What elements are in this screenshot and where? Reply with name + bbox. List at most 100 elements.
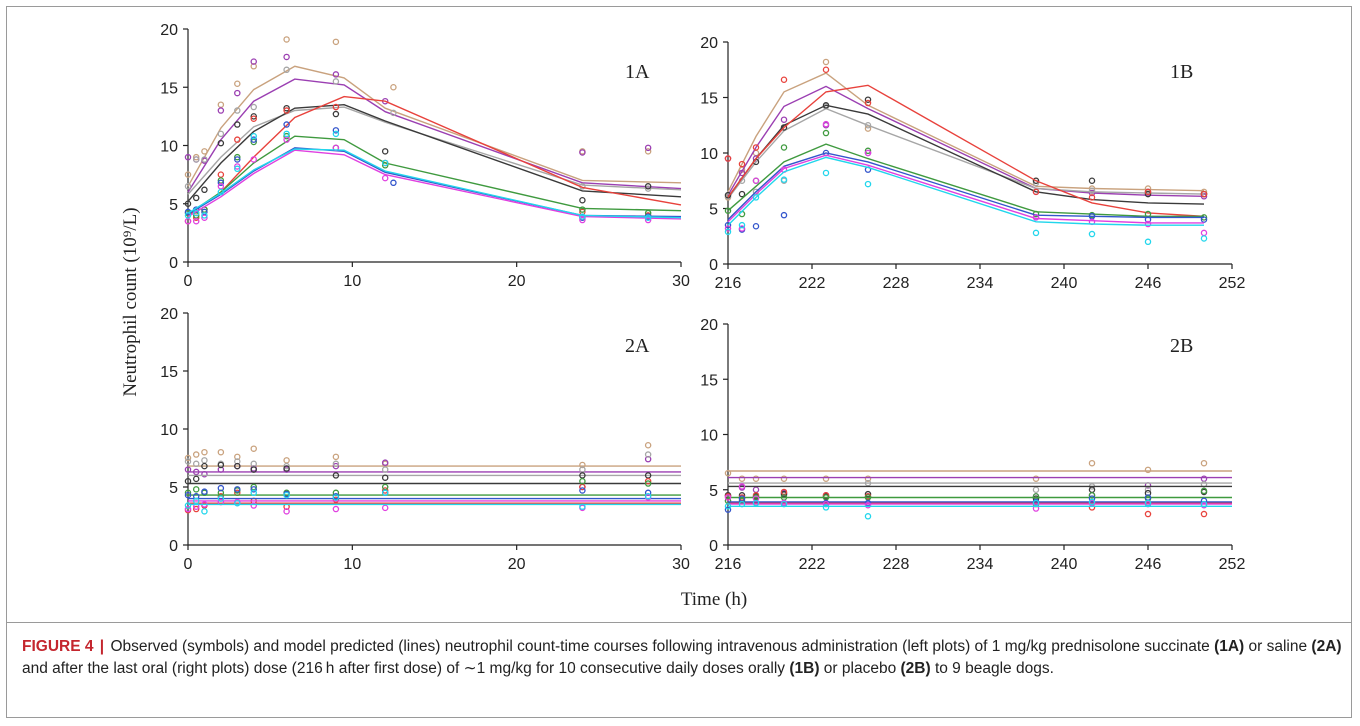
observed-point-black [738,190,746,198]
observed-point-black [332,472,340,479]
observed-point-black [381,474,389,481]
observed-point-cyan [250,489,257,497]
y-tick-label: 10 [700,146,718,163]
observed-point-tan [217,101,225,108]
y-tick-label: 15 [160,80,178,97]
observed-point-magenta [738,225,746,232]
observed-point-silver [644,185,652,192]
observed-point-cyan [822,169,830,177]
observed-point-magenta [184,505,192,513]
observed-point-black [250,466,257,473]
panel-2a: 0 10 20 30 0 5 10 15 20 2A [160,306,690,573]
model-line-silver [187,106,682,195]
model-line-purple [727,85,1205,197]
observed-point-cyan [644,493,652,500]
observed-point-cyan [381,159,389,167]
observed-point-black [217,461,225,469]
caption-ref-2b: (2B) [900,659,931,677]
observed-point-cyan [780,500,788,508]
observed-point-blue [283,121,290,128]
observed-point-cyan [752,499,760,507]
observed-point-red [192,505,200,513]
observed-point-blue [250,136,257,143]
observed-point-red [1088,194,1096,201]
observed-point-cyan [184,212,192,219]
observed-point-tan [390,84,397,91]
x-tick-label: 0 [184,273,193,290]
observed-point-blue [217,484,225,492]
observed-point-silver [864,122,872,129]
y-tick-label: 20 [700,317,718,334]
x-tick-label: 234 [967,275,994,292]
observed-point-green [381,162,389,169]
observed-point-green [192,486,200,493]
observed-point-red [738,160,746,168]
model-line-red [187,95,682,216]
observed-point-magenta [217,183,225,190]
observed-point-black [192,194,200,202]
observed-point-red [234,136,241,143]
observed-point-purple [752,486,760,493]
observed-point-magenta [752,177,760,184]
observed-point-tan [1200,188,1208,196]
observed-point-blue [217,179,225,187]
y-tick-label: 5 [169,480,178,497]
observed-point-tan [184,171,192,178]
observed-point-magenta [1200,229,1208,237]
observed-point-tan [1144,466,1152,474]
observed-point-tan [864,475,872,482]
observed-point-black [1032,177,1040,184]
observed-point-cyan [381,489,389,497]
x-tick-label: 234 [967,556,994,573]
model-line-cyan [727,156,1204,226]
observed-point-magenta [381,504,389,512]
observed-point-blue [752,223,760,230]
observed-point-red [381,487,389,494]
observed-point-magenta [234,163,241,170]
observed-point-green [822,129,830,137]
observed-point-cyan [283,491,290,499]
observed-point-green [283,132,290,140]
observed-point-black [234,462,241,470]
observed-point-tan [201,448,208,456]
observed-point-blue [724,221,732,229]
observed-point-tan [192,451,200,458]
observed-point-silver [644,451,652,458]
observed-point-tan [644,148,652,155]
y-tick-label: 0 [169,538,178,555]
x-tick-label: 246 [1135,556,1162,573]
caption-text-5: to 9 beagle dogs. [930,659,1054,677]
observed-point-magenta [192,217,200,225]
model-line-blue [727,152,1204,221]
observed-point-magenta [283,508,290,515]
observed-point-black [1088,177,1096,184]
observed-point-cyan [822,504,830,511]
figure-frame [6,6,1352,718]
observed-point-cyan [1200,235,1208,242]
observed-point-black [234,121,241,128]
observed-point-purple [644,144,652,152]
model-line-purple [187,78,682,193]
observed-point-black [192,475,200,483]
observed-point-cyan [1144,238,1152,246]
observed-point-blue [390,179,397,187]
observed-point-red [1200,510,1208,518]
observed-point-blue [250,486,257,493]
observed-point-blue [201,488,208,495]
observed-point-silver [332,78,340,85]
y-tick-label: 0 [169,255,178,272]
observed-point-red [1144,510,1152,518]
x-tick-label: 216 [715,556,742,573]
observed-point-black [332,110,340,118]
observed-point-magenta [738,483,746,490]
observed-point-cyan [724,503,732,510]
observed-point-tan [1200,459,1208,467]
panel-2b: 216 222 228 234 240 246 252 0 5 10 15 20 2B [700,317,1245,573]
figure-label: FIGURE 4 [22,638,94,655]
observed-point-purple [234,89,241,97]
observed-point-magenta [1144,220,1152,228]
observed-point-purple [780,116,788,123]
observed-point-purple [217,107,225,114]
observed-point-purple [184,153,192,161]
observed-point-silver [217,130,225,138]
